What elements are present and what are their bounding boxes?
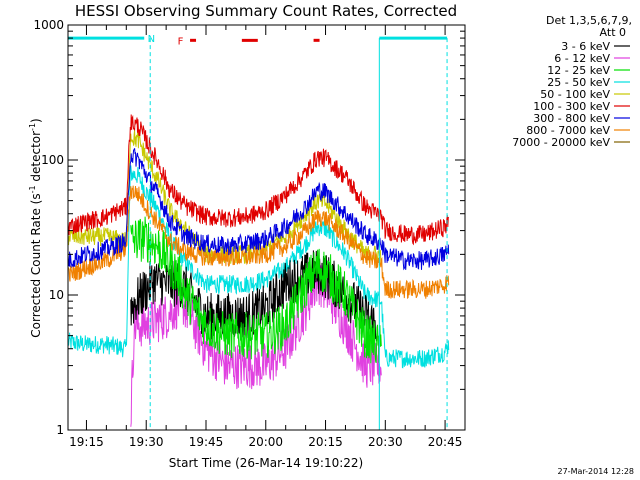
series-line-5: [67, 114, 450, 246]
y-axis-label-part2: detector: [29, 131, 43, 186]
y-axis-label-sup1: -1: [28, 185, 37, 193]
y-tick-label-3: 1000: [33, 18, 64, 32]
series-line-6: [67, 148, 450, 271]
x-tick-label-6: 20:45: [428, 435, 463, 449]
series-group: [67, 114, 450, 427]
night-label: N: [148, 34, 155, 45]
legend-label-8: 7000 - 20000 keV: [512, 136, 610, 149]
footer-timestamp: 27-Mar-2014 12:28: [558, 467, 635, 476]
axes-group: 1 10 100 1000 19:15 19:30 19:45 20:00 20:15 20:30…: [33, 18, 466, 449]
y-tick-label-2: 100: [41, 153, 64, 167]
y-axis-label-part1: Corrected Count Rate (s: [29, 193, 43, 337]
legend-header-attenuator: Att 0: [600, 26, 626, 39]
legend-label-1: 6 - 12 keV: [554, 52, 610, 65]
y-tick-label-1: 10: [49, 288, 64, 302]
flare-label: F: [178, 36, 184, 47]
x-tick-label-4: 20:15: [308, 435, 343, 449]
x-tick-label-1: 19:30: [129, 435, 164, 449]
x-tick-label-2: 19:45: [189, 435, 224, 449]
y-axis-label: Corrected Count Rate (s-1 detector-1): [28, 118, 43, 337]
legend-label-2: 12 - 25 keV: [547, 64, 610, 77]
y-tick-label-0: 1: [56, 423, 64, 437]
legend-header-detectors: Det 1,3,5,6,7,9,: [546, 14, 632, 27]
series-line-2: [130, 216, 382, 364]
x-tick-label-3: 20:00: [248, 435, 283, 449]
plot-frame: [67, 24, 466, 431]
legend-label-6: 300 - 800 keV: [533, 112, 610, 125]
legend-label-4: 50 - 100 keV: [540, 88, 610, 101]
chart-title: HESSI Observing Summary Count Rates, Cor…: [75, 2, 457, 20]
series-line-1: [130, 260, 382, 427]
series-line-7: [67, 185, 450, 300]
x-tick-label-5: 20:30: [368, 435, 403, 449]
x-axis-label: Start Time (26-Mar-14 19:10:22): [169, 456, 363, 470]
legend-label-7: 800 - 7000 keV: [526, 124, 610, 137]
y-axis-label-part3: ): [29, 118, 43, 123]
legend-label-3: 25 - 50 keV: [547, 76, 610, 89]
legend-label-5: 100 - 300 keV: [533, 100, 610, 113]
x-tick-label-0: 19:15: [69, 435, 104, 449]
legend-label-0: 3 - 6 keV: [561, 40, 610, 53]
series-line-3: [67, 165, 450, 369]
y-axis-label-sup2: -1: [28, 123, 37, 131]
